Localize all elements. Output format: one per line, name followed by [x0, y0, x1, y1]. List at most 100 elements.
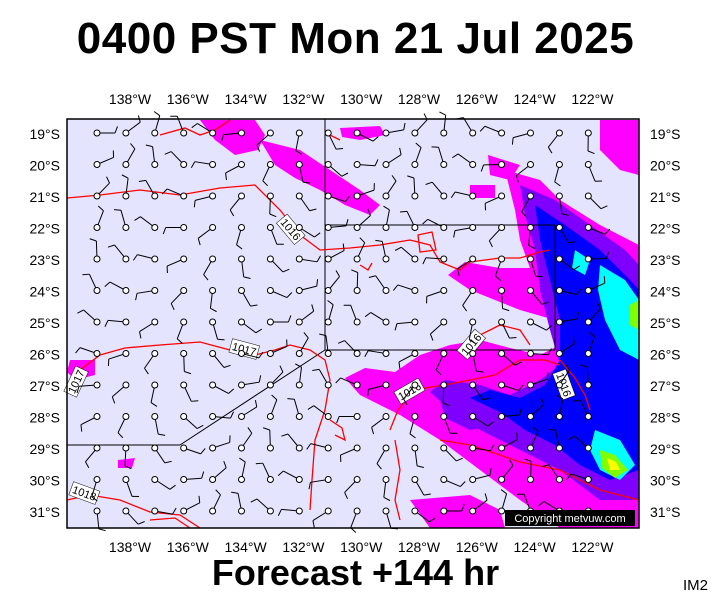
latitude-label: 21°S: [650, 189, 681, 205]
wind-barb: [584, 161, 603, 182]
latitude-label: 26°S: [29, 347, 60, 363]
wind-barb: [337, 340, 361, 357]
wind-barb: [262, 427, 274, 452]
wind-barb: [170, 287, 188, 310]
wind-barb: [180, 444, 206, 455]
wind-barb: [371, 413, 390, 435]
wind-barb: [524, 458, 534, 483]
wind-barb: [180, 350, 192, 375]
wind-barb: [209, 489, 221, 515]
wind-barb: [350, 507, 361, 533]
wind-barb: [469, 381, 490, 401]
wind-barb: [584, 224, 611, 235]
longitude-label: 126°W: [456, 539, 499, 555]
latitude-label: 23°S: [650, 252, 681, 268]
longitude-label: 126°W: [456, 91, 499, 107]
longitude-label: 122°W: [571, 91, 614, 107]
wind-barb: [132, 254, 159, 263]
wind-barb: [382, 205, 390, 231]
wind-barb: [580, 364, 592, 389]
wind-barb: [308, 476, 332, 490]
wind-barb: [238, 287, 258, 307]
wind-barb: [151, 111, 161, 137]
latitude-label: 27°S: [650, 378, 681, 394]
wind-barb: [382, 122, 406, 137]
wind-barb: [225, 161, 245, 180]
wind-barb: [573, 399, 592, 420]
wind-barb: [306, 443, 332, 452]
wind-barb: [151, 444, 172, 464]
wind-barb: [554, 161, 563, 187]
wind-barb: [161, 188, 188, 200]
wind-barb: [319, 333, 332, 357]
wind-barb: [93, 507, 106, 532]
longitude-label: 134°W: [225, 91, 268, 107]
longitude-label: 128°W: [398, 91, 441, 107]
wind-barb: [382, 147, 402, 168]
longitude-label: 132°W: [282, 539, 325, 555]
wind-barb: [324, 270, 340, 294]
wind-barb: [295, 192, 317, 212]
wind-barb: [584, 129, 595, 155]
wind-barb: [469, 350, 484, 373]
wind-barb: [250, 498, 274, 515]
wind-barb: [139, 318, 159, 339]
longitude-label: 130°W: [340, 91, 383, 107]
axis-labels: 138°W 138°W 136°W 136°W 134°W 134°W 132°W 132°W…: [29, 91, 680, 555]
wind-barb: [425, 181, 448, 200]
wind-barb: [382, 476, 391, 502]
wind-barb: [151, 476, 176, 490]
wind-barb: [104, 281, 130, 294]
wind-barb: [584, 276, 606, 294]
wind-barb: [164, 151, 188, 168]
forecast-label: Forecast +144 hr: [211, 552, 500, 593]
wind-barb: [150, 381, 159, 407]
wind-barb: [498, 350, 522, 366]
wind-barb: [117, 413, 130, 439]
wind-barb: [295, 304, 315, 326]
wind-barb: [113, 209, 130, 231]
latitude-label: 30°S: [29, 473, 60, 489]
wind-barb: [238, 350, 264, 359]
wind-barb: [295, 129, 303, 155]
wind-barb: [450, 191, 477, 200]
wind-barb: [584, 331, 595, 357]
wind-barb: [180, 381, 199, 402]
copyright-text: Copyright metvuw.com: [514, 513, 625, 525]
wind-barb: [376, 444, 390, 470]
wind-barb: [229, 192, 245, 217]
wind-barb: [555, 224, 576, 244]
wind-barb: [469, 493, 488, 515]
wind-barb: [262, 161, 274, 187]
wind-barb: [431, 146, 448, 168]
wind-barb: [138, 179, 159, 200]
wind-barb: [555, 255, 581, 270]
wind-barb: [312, 368, 332, 389]
wind-barb: [287, 398, 303, 420]
wind-barb: [343, 304, 361, 326]
wind-barb: [542, 464, 563, 483]
wind-barb: [93, 205, 104, 231]
wind-barb: [307, 405, 332, 420]
latitude-label: 29°S: [29, 441, 60, 457]
wind-barb: [75, 347, 101, 357]
wind-barb: [555, 336, 575, 357]
wind-barb: [122, 476, 140, 498]
wind-barb: [407, 175, 419, 200]
wind-barb: [403, 381, 419, 406]
wind-barb: [453, 224, 477, 238]
sector-lines: [67, 119, 556, 446]
wind-barb: [367, 381, 390, 397]
wind-barb: [122, 444, 132, 470]
wind-barb: [209, 435, 231, 452]
latitude-label: 27°S: [29, 378, 60, 394]
wind-barb: [93, 126, 118, 137]
wind-barb: [336, 413, 361, 424]
wind-barb: [382, 175, 397, 200]
wind-barb: [498, 318, 517, 339]
wind-barb: [394, 246, 419, 263]
wind-barb: [209, 350, 231, 368]
wind-barb: [555, 364, 570, 389]
wind-barb: [266, 315, 292, 326]
wind-barb: [462, 287, 477, 312]
